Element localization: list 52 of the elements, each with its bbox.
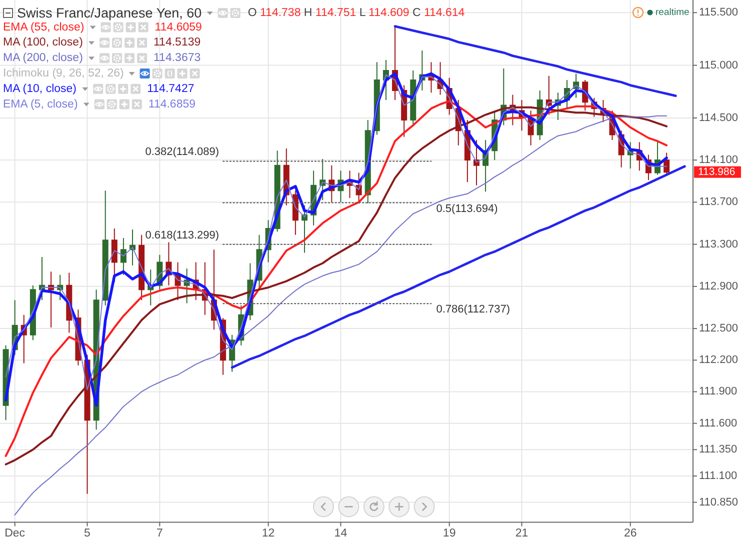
y-tick-label: 114.500 <box>699 112 738 124</box>
y-tick-label: 111.100 <box>699 470 738 482</box>
chart-title: Swiss Franc/Japanese Yen, 60 <box>17 6 202 20</box>
annotation: 114.6859 <box>148 98 196 110</box>
x-tick-label: 19 <box>442 527 456 540</box>
candlestick <box>184 268 190 304</box>
y-tick-label: 112.900 <box>699 280 738 292</box>
x-tick-label: 14 <box>334 527 348 540</box>
y-tick-label: 111.350 <box>699 444 738 456</box>
annotation: O 114.738 H 114.751 L 114.609 C 114.614 <box>248 7 466 19</box>
y-tick-label: 113.700 <box>699 196 738 208</box>
line-series <box>230 165 686 369</box>
annotation: 0.5(113.694) <box>436 202 498 215</box>
text: EMA (55, close) <box>3 21 84 34</box>
x-tick-label: 26 <box>624 527 637 540</box>
x-tick-label: 5 <box>84 527 90 540</box>
annotation: 114.5139 <box>154 36 201 49</box>
text: 113.986 <box>698 166 736 178</box>
candlestick <box>473 140 480 186</box>
line-series <box>394 25 677 98</box>
candlestick <box>130 229 136 266</box>
y-tick-label: 111.600 <box>699 417 738 430</box>
y-tick-label: 115.500 <box>699 6 738 19</box>
y-tick-label: 115.000 <box>699 59 738 72</box>
candlestick <box>302 204 308 254</box>
y-tick-label: 112.500 <box>699 322 738 335</box>
annotation: 0.786(112.737) <box>436 304 510 316</box>
annotation: 114.6059 <box>154 21 202 34</box>
candlestick <box>102 190 108 306</box>
line-series <box>14 115 668 516</box>
y-tick-label: 112.200 <box>699 354 738 366</box>
text: MA (10, close) <box>3 82 77 95</box>
annotation: Ichimoku (9, 26, 52, 26) <box>3 68 124 80</box>
x-tick-label: 7 <box>156 527 163 540</box>
y-tick-label: 114.100 <box>699 154 738 166</box>
text: MA (100, close) <box>3 36 84 49</box>
annotation: 0.618(113.299) <box>145 229 220 242</box>
y-tick-label: 113.300 <box>699 238 738 250</box>
annotation: 0.382(114.089) <box>145 146 220 158</box>
x-tick-label: Dec <box>4 527 26 540</box>
x-tick-label: 21 <box>515 527 528 540</box>
annotation: 114.7427 <box>147 82 194 95</box>
y-tick-label: 110.850 <box>699 496 738 508</box>
x-tick-label: 12 <box>262 527 275 540</box>
candlestick <box>48 271 54 328</box>
text: MA (200, close) <box>3 52 84 64</box>
y-tick-label: 111.900 <box>699 386 738 398</box>
candlestick <box>111 228 118 283</box>
annotation: realtime <box>656 7 690 18</box>
candlestick <box>120 237 126 276</box>
text: EMA (5, close) <box>3 98 78 110</box>
annotation: 114.3673 <box>154 52 201 64</box>
